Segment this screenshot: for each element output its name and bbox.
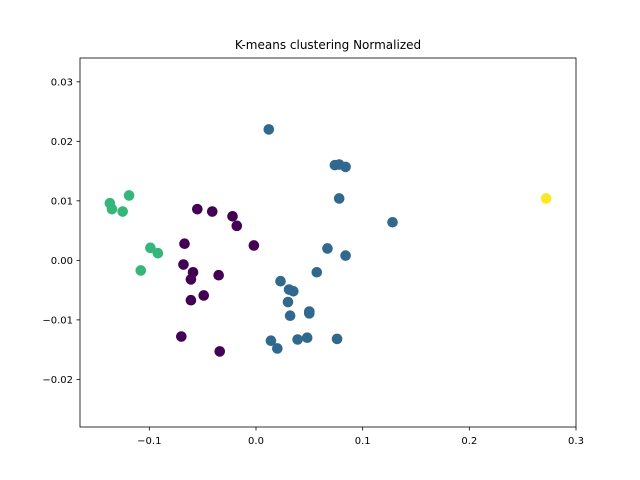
cluster-0-point-1 <box>206 206 218 217</box>
cluster-1-point-4 <box>333 193 345 204</box>
cluster-0-point-0 <box>192 203 203 215</box>
cluster-1-point-8 <box>311 266 323 278</box>
cluster-1-point-18 <box>331 333 343 345</box>
y-tick-label-4: 0.02 <box>51 137 73 148</box>
cluster-2-point-6 <box>135 265 147 276</box>
axes: −0.1 0.0 0.1 0.2 0.3 −0.02 −0.01 0.00 0.01 0.02 0.… <box>42 57 584 447</box>
cluster-1-point-3 <box>340 161 351 173</box>
data-points <box>104 124 552 357</box>
cluster-1-point-7 <box>340 250 351 261</box>
cluster-0-point-9 <box>213 269 224 281</box>
x-tick-label-1: 0.0 <box>248 436 264 447</box>
y-tick-label-3: 0.01 <box>51 196 73 207</box>
cluster-1-point-0 <box>263 124 275 135</box>
cluster-1-point-15 <box>284 310 296 322</box>
cluster-0-point-3 <box>231 220 243 232</box>
cluster-0-point-13 <box>214 346 226 357</box>
cluster-0-point-4 <box>248 240 260 251</box>
cluster-2-point-3 <box>123 190 135 201</box>
cluster-0-point-8 <box>185 274 197 285</box>
cluster-1-point-11 <box>288 286 299 297</box>
y-tick-label-5: 0.03 <box>51 77 73 88</box>
cluster-0-point-2 <box>227 211 238 222</box>
x-tick-label-2: 0.1 <box>355 436 371 447</box>
y-tick-label-2: 0.00 <box>51 256 73 267</box>
cluster-0-point-10 <box>198 290 210 301</box>
x-tick-label-3: 0.2 <box>461 436 477 447</box>
cluster-0-point-11 <box>185 294 197 306</box>
cluster-1-point-17 <box>292 334 303 345</box>
cluster-2-point-5 <box>152 247 164 259</box>
cluster-1-point-19 <box>265 335 277 347</box>
cluster-0-point-12 <box>176 331 187 342</box>
cluster-1-point-16 <box>301 332 313 344</box>
chart-title: K-means clustering Normalized <box>235 38 421 52</box>
plot-frame <box>79 57 577 428</box>
cluster-1-point-20 <box>272 343 283 354</box>
y-tick-label-0: −0.02 <box>42 375 73 386</box>
cluster-1-point-5 <box>387 216 398 228</box>
cluster-1-point-6 <box>322 243 333 254</box>
cluster-1-point-12 <box>282 296 294 308</box>
x-tick-label-4: 0.3 <box>568 436 584 447</box>
cluster-0-point-6 <box>178 259 189 270</box>
cluster-1-point-14 <box>304 308 315 319</box>
cluster-1-point-9 <box>275 275 286 287</box>
cluster-0-point-5 <box>179 238 190 249</box>
cluster-2-point-2 <box>117 206 128 217</box>
cluster-3-point-0 <box>540 193 552 204</box>
cluster-2-point-1 <box>106 203 118 215</box>
x-tick-label-0: −0.1 <box>137 436 161 447</box>
y-tick-label-1: −0.01 <box>42 315 73 326</box>
cluster-2-point-4 <box>145 242 156 254</box>
